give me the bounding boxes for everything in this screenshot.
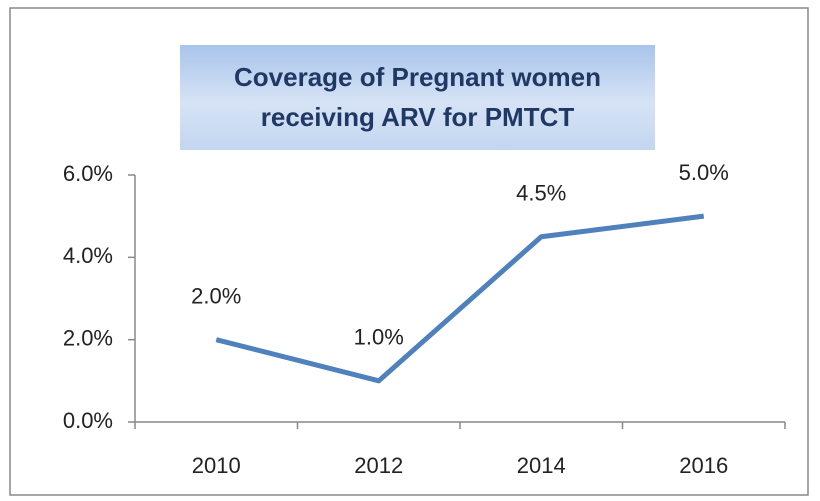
- y-tick-label: 2.0%: [63, 325, 113, 350]
- x-tick-label: 2010: [192, 453, 241, 478]
- chart-border: [9, 7, 809, 496]
- data-label: 5.0%: [679, 160, 729, 185]
- y-tick-label: 0.0%: [63, 408, 113, 433]
- chart-title: Coverage of Pregnant women receiving ARV…: [180, 45, 655, 150]
- data-line: [215, 213, 705, 384]
- y-tick-label: 4.0%: [63, 243, 113, 268]
- y-tick-label: 6.0%: [63, 161, 113, 186]
- data-label: 1.0%: [354, 325, 404, 350]
- data-label: 4.5%: [516, 181, 566, 206]
- x-tick-label: 2012: [354, 453, 403, 478]
- x-tick-label: 2014: [517, 453, 566, 478]
- x-tick-label: 2016: [679, 453, 728, 478]
- data-label: 2.0%: [191, 283, 241, 308]
